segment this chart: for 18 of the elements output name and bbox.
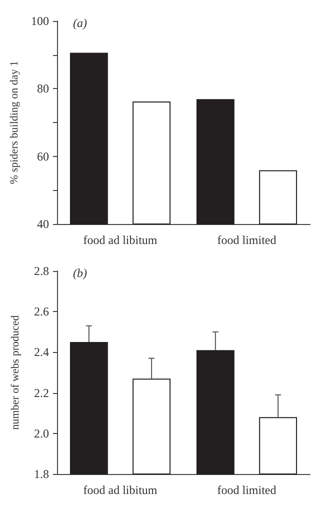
y-tick-label: 60 bbox=[37, 149, 49, 164]
chart-title: (a) bbox=[73, 16, 87, 30]
y-tick-label: 1.8 bbox=[34, 467, 49, 481]
x-tick-label: food limited bbox=[217, 233, 276, 247]
y-tick-label: 80 bbox=[37, 82, 49, 96]
y-tick-label: 40 bbox=[37, 217, 49, 231]
chart-title: (b) bbox=[73, 266, 87, 280]
y-tick-label: 2.4 bbox=[34, 345, 49, 360]
x-tick-label: food limited bbox=[217, 483, 276, 497]
y-axis-title: % spiders building on day 1 bbox=[8, 60, 21, 184]
x-tick-label: food ad libitum bbox=[83, 483, 158, 497]
y-tick-label: 100 bbox=[31, 14, 49, 28]
y-tick-label: 2.2 bbox=[34, 386, 49, 400]
y-axis-title: number of webs produced bbox=[10, 314, 22, 430]
y-tick-label: 2.0 bbox=[34, 426, 49, 440]
x-tick-label: food ad libitum bbox=[83, 233, 158, 247]
y-tick-label: 2.6 bbox=[34, 304, 49, 319]
y-tick-label: 2.8 bbox=[34, 264, 49, 278]
